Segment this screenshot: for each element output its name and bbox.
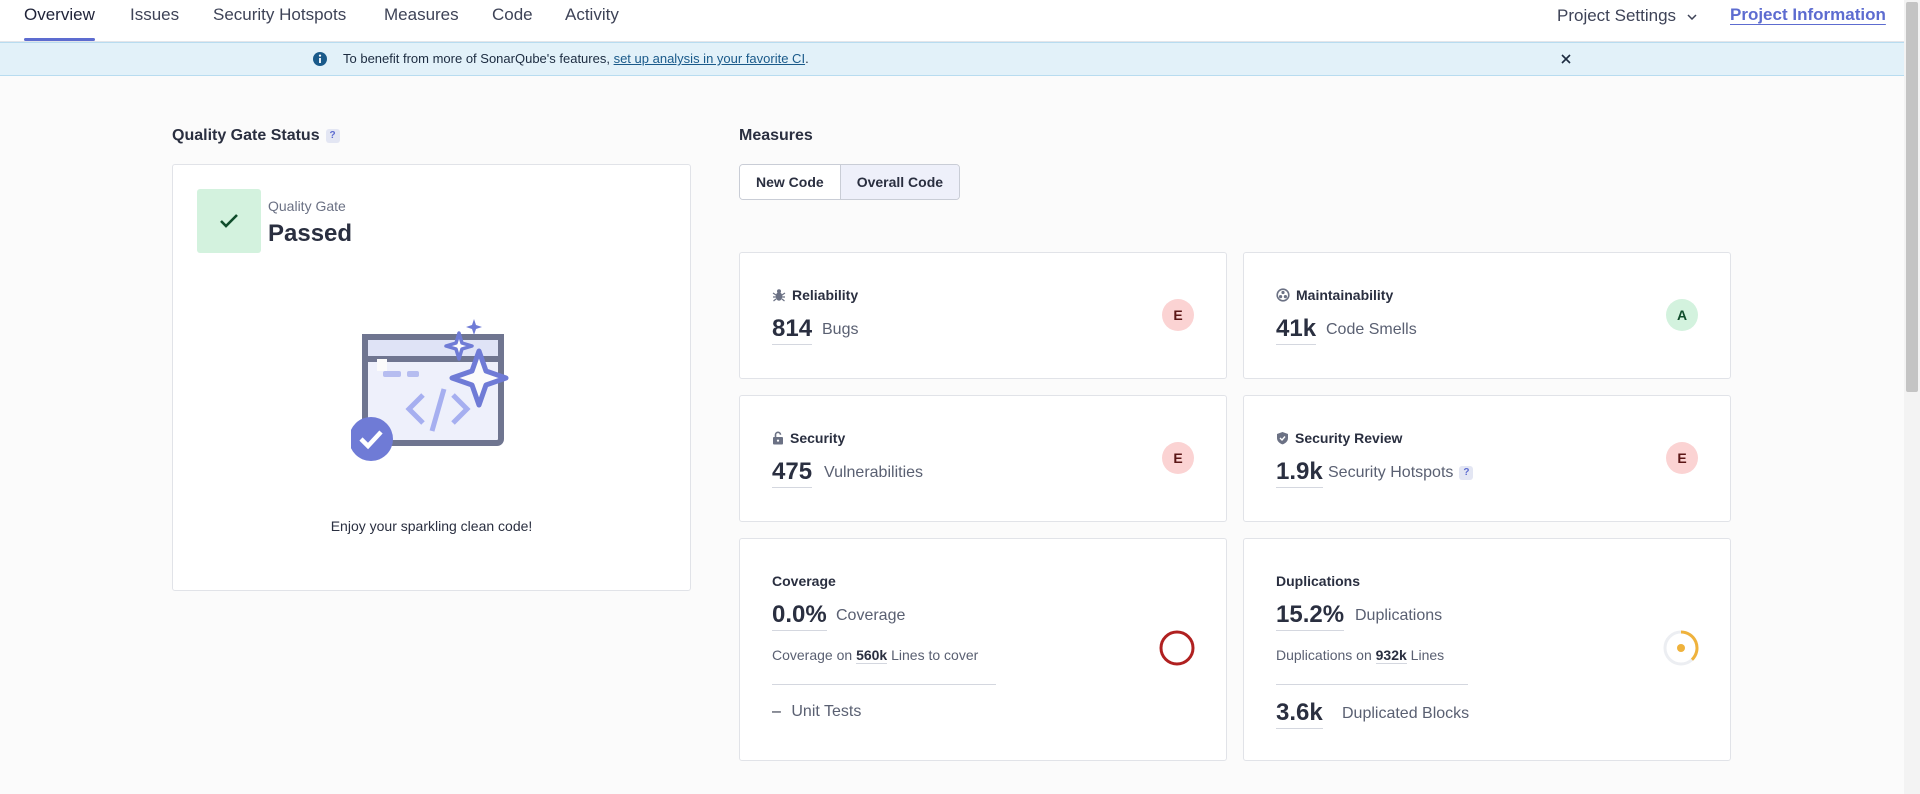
bugs-value[interactable]: 814 [772, 315, 813, 345]
banner-text-end: . [805, 51, 809, 66]
quality-gate-label: Quality Gate [268, 198, 346, 214]
help-icon[interactable]: ? [325, 129, 340, 143]
security-card: Security 475 Vulnerabilities E [739, 395, 1227, 522]
lines-to-cover-suffix: Lines to cover [891, 647, 979, 663]
reliability-card: Reliability 814 Bugs E [739, 252, 1227, 379]
vulnerabilities-value[interactable]: 475 [772, 458, 813, 488]
tab-activity[interactable]: Activity [565, 5, 619, 24]
maintainability-icon [1276, 288, 1290, 302]
duplications-title: Duplications [1276, 573, 1361, 589]
tab-code[interactable]: Code [492, 5, 533, 24]
duplicated-blocks-value[interactable]: 3.6k [1276, 699, 1323, 729]
quality-gate-caption: Enjoy your sparkling clean code! [330, 518, 533, 534]
tab-measures[interactable]: Measures [384, 5, 459, 24]
security-hotspots-unit: Security Hotspots? [1328, 459, 1474, 487]
check-icon [220, 214, 238, 228]
tab-overview[interactable]: Overview [24, 0, 95, 42]
coverage-divider [772, 684, 996, 685]
security-hotspots-unit-text: Security Hotspots [1328, 464, 1454, 481]
lines-to-cover: Coverage on 560k Lines to cover [772, 647, 979, 664]
quality-gate-status-badge [197, 189, 261, 253]
banner-text: To benefit from more of SonarQube's feat… [343, 51, 610, 66]
maintainability-title: Maintainability [1276, 287, 1393, 303]
vulnerabilities-unit: Vulnerabilities [824, 464, 924, 481]
maintainability-rating-badge[interactable]: A [1666, 299, 1698, 331]
bug-icon [772, 289, 786, 302]
maintainability-title-text: Maintainability [1296, 287, 1394, 303]
bugs-unit: Bugs [822, 321, 859, 338]
security-title: Security [772, 430, 845, 446]
lines-to-cover-prefix: Coverage on [772, 647, 853, 663]
tab-issues[interactable]: Issues [130, 5, 180, 24]
project-navigation: Overview Issues Security Hotspots Measur… [0, 0, 1904, 42]
duplications-unit: Duplications [1355, 607, 1443, 624]
coverage-title: Coverage [772, 573, 836, 589]
project-information-link[interactable]: Project Information [1730, 5, 1886, 24]
duplications-value[interactable]: 15.2% [1276, 601, 1345, 631]
close-icon[interactable] [1560, 52, 1572, 70]
coverage-value[interactable]: 0.0% [772, 601, 827, 631]
reliability-title: Reliability [772, 287, 858, 303]
lines-to-cover-value[interactable]: 560k [856, 647, 888, 664]
duplications-divider [1276, 684, 1468, 685]
duplicated-lines: Duplications on 932k Lines [1276, 647, 1445, 664]
ci-setup-banner: To benefit from more of SonarQube's feat… [0, 42, 1904, 76]
duplicated-lines-suffix: Lines [1410, 647, 1445, 663]
duplications-gauge-icon [1662, 629, 1700, 672]
measures-section-title: Measures [739, 127, 813, 144]
security-hotspots-value[interactable]: 1.9k [1276, 458, 1323, 488]
unit-tests-value: – [772, 703, 781, 720]
duplications-card: Duplications 15.2% Duplications Duplicat… [1243, 538, 1731, 761]
security-rating-badge[interactable]: E [1162, 442, 1194, 474]
lock-icon [773, 431, 783, 445]
tab-security-hotspots[interactable]: Security Hotspots [213, 5, 347, 24]
security-review-rating-badge[interactable]: E [1666, 442, 1698, 474]
quality-gate-card: Quality Gate Passed Enjoy your sparkling… [172, 164, 691, 591]
project-settings-menu[interactable]: Project Settings [1557, 0, 1697, 30]
coverage-ring-icon [1158, 629, 1196, 672]
new-code-toggle[interactable]: New Code [740, 165, 840, 199]
scrollbar-thumb[interactable] [1906, 2, 1918, 392]
unit-tests: – Unit Tests [772, 703, 861, 721]
reliability-rating-badge[interactable]: E [1162, 299, 1194, 331]
security-review-card: Security Review 1.9k Security Hotspots? … [1243, 395, 1731, 522]
overall-code-toggle[interactable]: Overall Code [839, 165, 960, 199]
clean-code-illustration-icon [349, 313, 521, 468]
help-icon[interactable]: ? [1459, 466, 1474, 480]
duplicated-lines-prefix: Duplications on [1276, 647, 1372, 663]
reliability-title-text: Reliability [792, 287, 859, 303]
coverage-unit: Coverage [836, 607, 906, 624]
coverage-card: Coverage 0.0% Coverage Coverage on 560k … [739, 538, 1227, 761]
unit-tests-label: Unit Tests [791, 703, 862, 720]
code-period-toggle: New Code Overall Code [739, 164, 961, 200]
duplications-gauge-arc [1680, 630, 1699, 661]
security-review-title-text: Security Review [1295, 430, 1403, 446]
project-settings-label: Project Settings [1557, 6, 1677, 25]
shield-icon [1277, 432, 1288, 445]
security-title-text: Security [790, 430, 846, 446]
code-smells-value[interactable]: 41k [1276, 315, 1317, 345]
chevron-down-icon [1687, 0, 1697, 30]
quality-gate-section-title: Quality Gate Status? [172, 127, 340, 145]
banner-message: To benefit from more of SonarQube's feat… [343, 51, 809, 66]
quality-gate-status: Passed [268, 220, 353, 247]
security-review-title: Security Review [1276, 430, 1402, 446]
duplicated-lines-value[interactable]: 932k [1375, 647, 1407, 664]
maintainability-card: Maintainability 41k Code Smells A [1243, 252, 1731, 379]
code-smells-unit: Code Smells [1326, 321, 1417, 338]
setup-analysis-link[interactable]: set up analysis in your favorite CI [613, 51, 806, 66]
info-icon [312, 51, 328, 72]
duplicated-blocks-label: Duplicated Blocks [1342, 705, 1470, 722]
quality-gate-title-text: Quality Gate Status [172, 127, 320, 144]
